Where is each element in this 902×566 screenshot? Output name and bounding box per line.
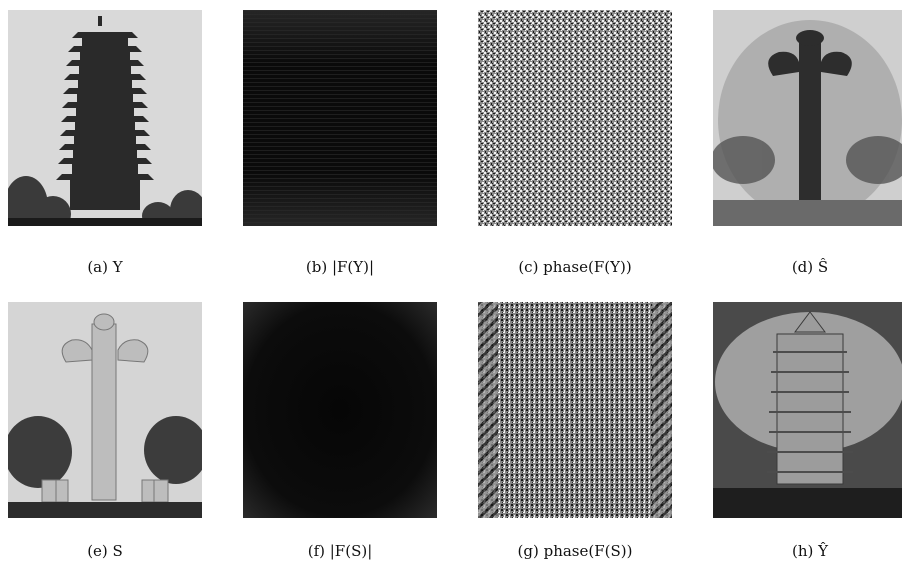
caption-g: (g) phase(F(S)) bbox=[517, 542, 633, 560]
caption-b: (b) |F(Y)| bbox=[305, 258, 375, 276]
fourier-magnitude-Y-image bbox=[243, 10, 437, 226]
panel-f: (f) |F(S)| bbox=[243, 302, 437, 560]
fourier-phase-Y-image bbox=[478, 10, 672, 226]
fourier-magnitude-S-image bbox=[243, 302, 437, 518]
caption-e: (e) S bbox=[87, 542, 123, 560]
panel-e: (e) S bbox=[8, 302, 202, 560]
panel-h: (h) Ŷ bbox=[713, 302, 902, 560]
fourier-phase-S-image bbox=[478, 302, 672, 518]
caption-a: (a) Y bbox=[87, 258, 123, 276]
panel-c: (c) phase(F(Y)) bbox=[478, 10, 672, 276]
reconstructed-pillar-image bbox=[713, 10, 902, 226]
panel-g: (g) phase(F(S)) bbox=[478, 302, 672, 560]
pillar-photo-image bbox=[8, 302, 202, 518]
panel-a: (a) Y bbox=[8, 10, 202, 276]
reconstructed-pagoda-image bbox=[713, 302, 902, 518]
caption-h: (h) Ŷ bbox=[791, 542, 829, 560]
caption-d: (d) Ŝ bbox=[791, 258, 829, 276]
panel-d: (d) Ŝ bbox=[713, 10, 902, 276]
pagoda-photo-image bbox=[8, 10, 202, 226]
caption-f: (f) |F(S)| bbox=[307, 542, 373, 560]
caption-c: (c) phase(F(Y)) bbox=[518, 258, 632, 276]
panel-b: (b) |F(Y)| bbox=[243, 10, 437, 276]
